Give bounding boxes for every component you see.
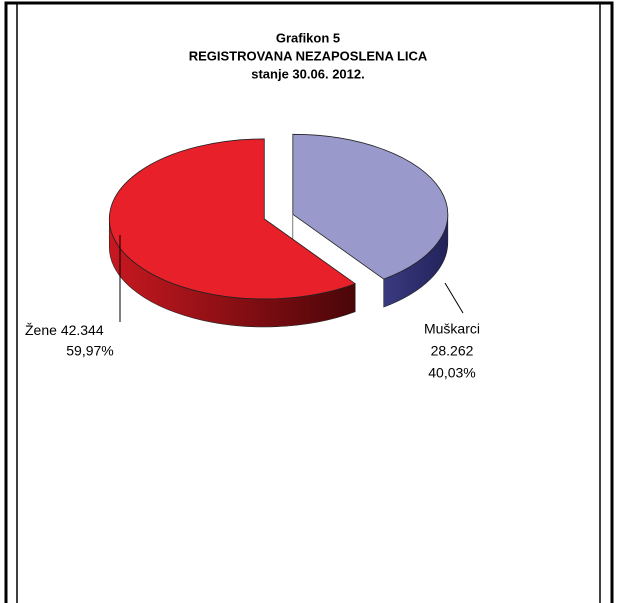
chart-title: Grafikon 5 [276, 30, 340, 45]
pie [108, 133, 449, 328]
value-label: 42.344 [61, 322, 104, 338]
category-label: Muškarci [424, 321, 480, 337]
category-label: Žene [25, 322, 57, 338]
slice [108, 138, 357, 300]
value-label: 28.262 [431, 343, 474, 359]
chart-title: stanje 30.06. 2012. [251, 66, 364, 81]
slice-label: Žene 42.344 [25, 322, 104, 338]
leader-line [444, 282, 464, 314]
chart-title: REGISTROVANA NEZAPOSLENA LICA [189, 48, 428, 63]
inner-border [16, 2, 601, 603]
percent-label: 40,03% [428, 365, 475, 381]
percent-label: 59,97% [66, 343, 113, 359]
slice [292, 133, 449, 280]
